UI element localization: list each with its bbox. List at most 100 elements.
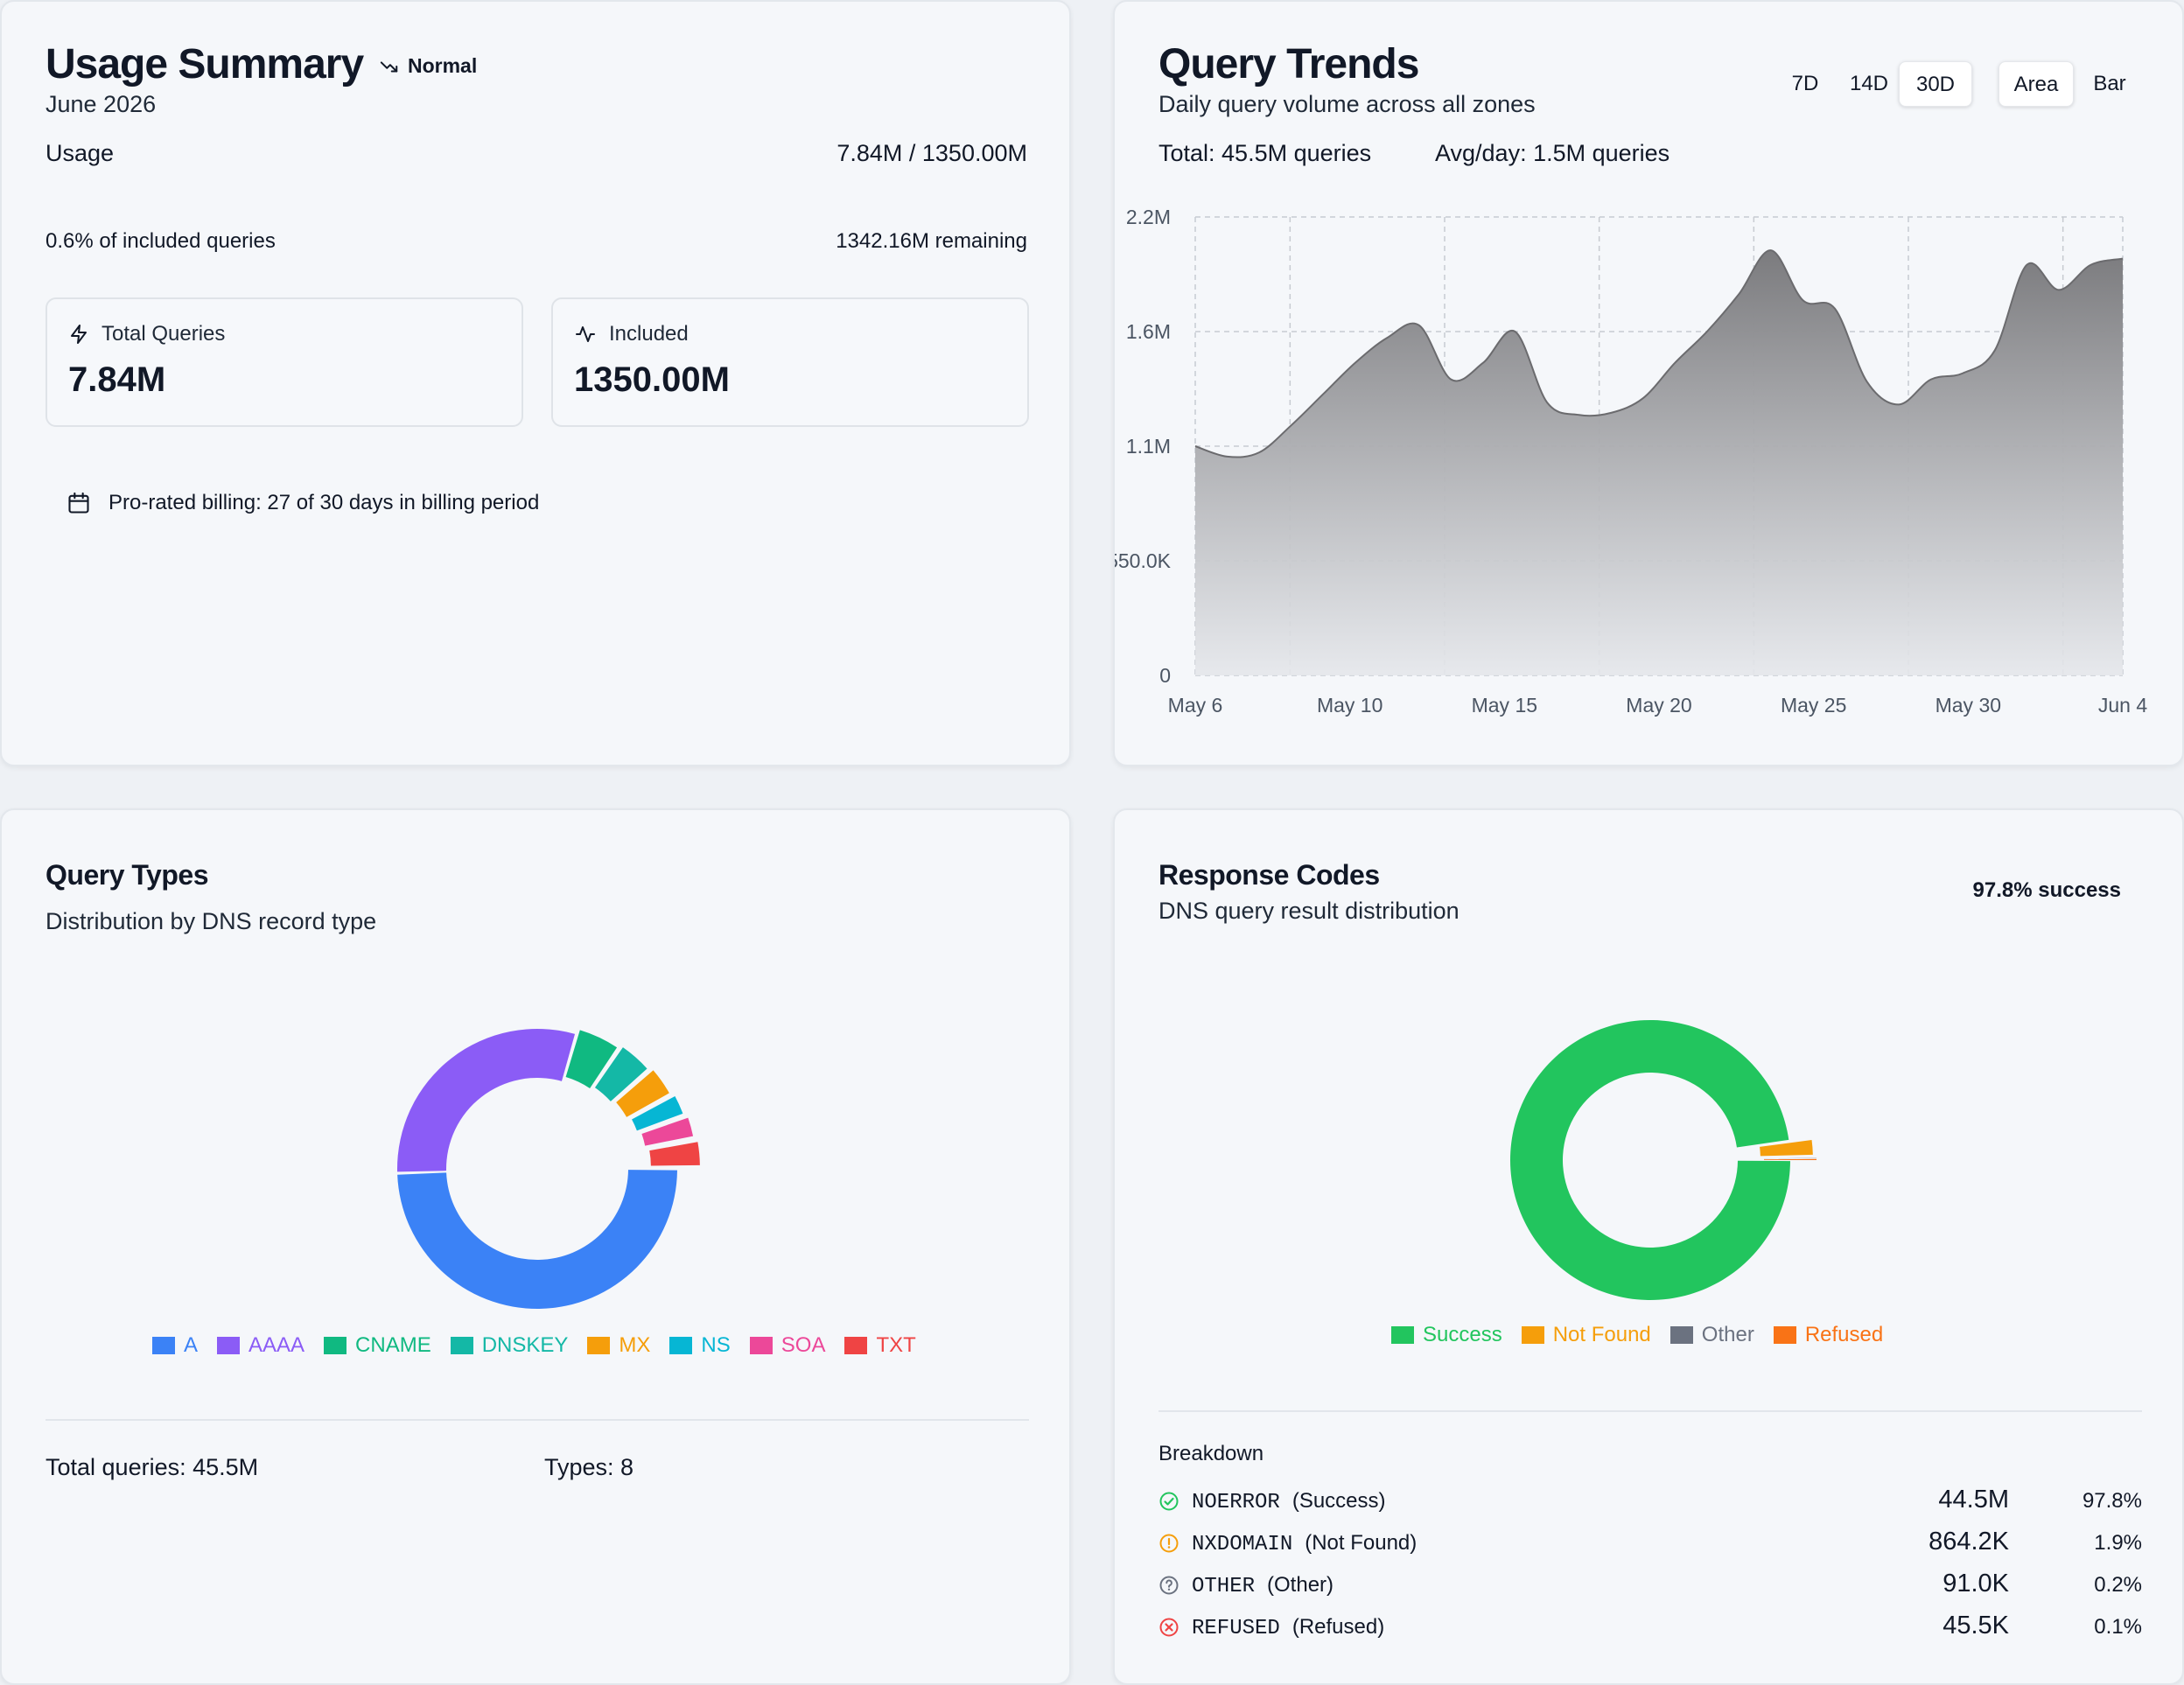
- x-circle-icon: [1159, 1618, 1179, 1637]
- breakdown-row-nxdomain: NXDOMAIN (Not Found) 864.2K 1.9%: [1158, 1526, 2142, 1561]
- breakdown-percent: 0.2%: [2094, 1573, 2142, 1597]
- breakdown-percent: 1.9%: [2094, 1531, 2142, 1555]
- usage-value: 7.84M / 1350.00M: [836, 140, 1027, 166]
- y-tick-label: 2.2M: [1126, 206, 1171, 228]
- donut-slice-aaaa[interactable]: [397, 1029, 576, 1172]
- response-codes-subtitle: DNS query result distribution: [1158, 898, 1460, 924]
- donut-slice-cname[interactable]: [565, 1030, 618, 1088]
- calendar-icon: [68, 492, 89, 514]
- legend-label: SOA: [780, 1333, 826, 1357]
- query-types-legend-item-ns[interactable]: NS: [669, 1333, 731, 1358]
- donut-slice-mx[interactable]: [616, 1070, 669, 1117]
- donut-slice-ns[interactable]: [632, 1095, 683, 1131]
- donut-slice-refused[interactable]: [1763, 1158, 1816, 1161]
- breakdown-code: OTHER (Other): [1192, 1573, 1334, 1598]
- query-types-title: Query Types: [46, 859, 208, 891]
- query-types-legend-item-txt[interactable]: TXT: [844, 1333, 916, 1358]
- range-button-7d[interactable]: 7D: [1791, 72, 1819, 95]
- response-codes-legend-item-other[interactable]: Other: [1670, 1323, 1754, 1347]
- breakdown-percent: 0.1%: [2094, 1615, 2142, 1639]
- legend-swatch: [1670, 1326, 1693, 1344]
- legend-swatch: [1391, 1326, 1414, 1344]
- donut-slice-txt[interactable]: [649, 1142, 700, 1166]
- donut-slice-success[interactable]: [1510, 1020, 1790, 1301]
- query-types-legend-item-soa[interactable]: SOA: [749, 1333, 826, 1358]
- breakdown-label-text: (Other): [1267, 1573, 1334, 1597]
- activity-icon: [576, 326, 595, 342]
- query-types-card: Query Types Distribution by DNS record t…: [0, 808, 1071, 1685]
- donut-slice-other[interactable]: [1763, 1157, 1816, 1159]
- donut-slice-a[interactable]: [397, 1170, 677, 1310]
- x-tick-label: May 20: [1626, 694, 1691, 717]
- included-value: 1350.00M: [574, 360, 730, 399]
- legend-label: Refused: [1804, 1323, 1884, 1346]
- avg-per-day-summary: Avg/day: 1.5M queries: [1435, 140, 1670, 166]
- usage-label: Usage: [46, 140, 115, 166]
- included-stat: Included 1350.00M: [551, 297, 1029, 427]
- check-circle-icon: [1159, 1492, 1179, 1511]
- view-button-bar[interactable]: Bar: [2093, 72, 2126, 95]
- legend-swatch: [450, 1337, 473, 1354]
- x-tick-label: May 15: [1472, 694, 1537, 717]
- legend-swatch: [152, 1337, 175, 1354]
- range-button-30d[interactable]: 30D: [1899, 61, 1972, 107]
- donut-slice-soa[interactable]: [641, 1117, 694, 1146]
- breakdown-code: REFUSED (Refused): [1192, 1615, 1384, 1640]
- trending-down-icon: [380, 60, 398, 73]
- view-button-area[interactable]: Area: [1998, 61, 2074, 107]
- breakdown-code-text: REFUSED: [1192, 1617, 1280, 1640]
- x-tick-label: May 30: [1936, 694, 2001, 717]
- legend-label: A: [184, 1333, 199, 1357]
- legend-swatch: [587, 1337, 611, 1354]
- x-tick-label: Jun 4: [2098, 694, 2147, 717]
- breakdown-label: Breakdown: [1158, 1442, 1264, 1465]
- response-codes-title: Response Codes: [1158, 859, 1380, 891]
- y-tick-label: 1.6M: [1126, 320, 1171, 343]
- query-trends-title: Query Trends: [1158, 41, 1419, 87]
- area-series-line: [1194, 249, 2124, 458]
- response-codes-legend-item-not-found[interactable]: Not Found: [1521, 1323, 1651, 1347]
- breakdown-code-text: NOERROR: [1192, 1491, 1280, 1514]
- y-tick-label: 1.1M: [1126, 435, 1171, 458]
- legend-label: CNAME: [355, 1333, 431, 1357]
- legend-label: Not Found: [1552, 1323, 1651, 1346]
- response-codes-card: Response Codes DNS query result distribu…: [1113, 808, 2184, 1685]
- query-trends-subtitle: Daily query volume across all zones: [1158, 91, 1536, 117]
- query-types-legend-item-mx[interactable]: MX: [587, 1333, 650, 1358]
- total-queries-label-row: Total Queries: [68, 322, 225, 346]
- query-types-donut-chart: [397, 1029, 700, 1310]
- query-types-legend-item-aaaa[interactable]: AAAA: [217, 1333, 304, 1358]
- donut-slice-not-found[interactable]: [1760, 1140, 1813, 1157]
- breakdown-label-text: (Not Found): [1305, 1531, 1418, 1555]
- breakdown-code: NXDOMAIN (Not Found): [1192, 1531, 1417, 1556]
- legend-swatch: [844, 1337, 868, 1354]
- billing-note-text: Pro-rated billing: 27 of 30 days in bill…: [108, 491, 540, 514]
- breakdown-percent: 97.8%: [2082, 1489, 2142, 1513]
- breakdown-row-other: OTHER (Other) 91.0K 0.2%: [1158, 1568, 2142, 1603]
- x-tick-label: May 25: [1781, 694, 1846, 717]
- query-types-legend-item-a[interactable]: A: [152, 1333, 198, 1358]
- query-types-legend-item-dnskey[interactable]: DNSKEY: [450, 1333, 569, 1358]
- legend-label: DNSKEY: [481, 1333, 569, 1357]
- breakdown-count: 45.5K: [1942, 1612, 2009, 1640]
- response-codes-legend-item-refused[interactable]: Refused: [1773, 1323, 1884, 1347]
- billing-note: Pro-rated billing: 27 of 30 days in bill…: [66, 490, 539, 516]
- legend-label: MX: [619, 1333, 651, 1357]
- y-tick-label: 0: [1159, 664, 1171, 687]
- query-types-total: Total queries: 45.5M: [46, 1454, 259, 1480]
- x-tick-label: May 6: [1168, 694, 1223, 717]
- query-types-legend-item-cname[interactable]: CNAME: [324, 1333, 431, 1358]
- usage-percent-text: 0.6% of included queries: [46, 229, 276, 253]
- breakdown-count: 864.2K: [1928, 1528, 2009, 1556]
- query-types-count: Types: 8: [544, 1454, 634, 1480]
- remaining-text: 1342.16M remaining: [836, 229, 1027, 253]
- legend-label: NS: [701, 1333, 731, 1357]
- breakdown-code-text: NXDOMAIN: [1192, 1533, 1293, 1556]
- response-codes-legend-item-success[interactable]: Success: [1391, 1323, 1502, 1347]
- legend-label: AAAA: [248, 1333, 305, 1357]
- total-queries-label: Total Queries: [102, 322, 226, 346]
- range-button-14d[interactable]: 14D: [1849, 72, 1889, 95]
- breakdown-count: 91.0K: [1942, 1570, 2009, 1598]
- donut-slice-dnskey[interactable]: [594, 1047, 648, 1101]
- breakdown-code-text: OTHER: [1192, 1575, 1256, 1598]
